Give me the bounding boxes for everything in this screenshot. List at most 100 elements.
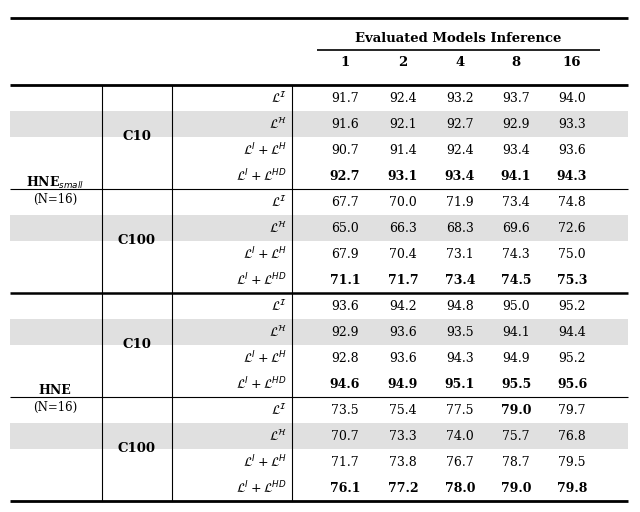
Text: 93.4: 93.4 (445, 169, 475, 182)
Text: 2: 2 (398, 56, 408, 70)
Text: 95.0: 95.0 (502, 300, 530, 312)
Text: 16: 16 (563, 56, 581, 70)
Text: 94.9: 94.9 (388, 377, 418, 391)
Text: 92.4: 92.4 (389, 92, 417, 104)
Text: 95.1: 95.1 (445, 377, 475, 391)
Text: 4: 4 (456, 56, 465, 70)
Text: 94.4: 94.4 (558, 326, 586, 338)
Text: HNE$_{small}$: HNE$_{small}$ (26, 175, 84, 191)
Text: 77.5: 77.5 (446, 403, 474, 416)
Text: 79.0: 79.0 (500, 481, 531, 495)
Text: 93.6: 93.6 (389, 326, 417, 338)
Bar (10, 319, 628, 345)
Text: 74.5: 74.5 (500, 273, 531, 287)
Text: 71.1: 71.1 (330, 273, 360, 287)
Text: 94.1: 94.1 (502, 326, 530, 338)
Text: 93.6: 93.6 (389, 352, 417, 365)
Bar (10, 423, 628, 449)
Text: 95.6: 95.6 (557, 377, 587, 391)
Text: $\mathcal{L}^{I} + \mathcal{L}^{HD}$: $\mathcal{L}^{I} + \mathcal{L}^{HD}$ (236, 272, 287, 288)
Text: Evaluated Models Inference: Evaluated Models Inference (355, 32, 562, 45)
Text: 92.4: 92.4 (446, 143, 474, 157)
Text: (N=16): (N=16) (33, 193, 77, 205)
Text: 77.2: 77.2 (388, 481, 419, 495)
Text: $\mathcal{L}^{I} + \mathcal{L}^{H}$: $\mathcal{L}^{I} + \mathcal{L}^{H}$ (243, 246, 287, 262)
Text: 73.3: 73.3 (389, 430, 417, 442)
Text: 93.4: 93.4 (502, 143, 530, 157)
Text: 91.4: 91.4 (389, 143, 417, 157)
Text: 74.8: 74.8 (558, 196, 586, 208)
Text: 78.0: 78.0 (445, 481, 476, 495)
Text: $\mathcal{L}^{I} + \mathcal{L}^{HD}$: $\mathcal{L}^{I} + \mathcal{L}^{HD}$ (236, 376, 287, 392)
Text: 79.0: 79.0 (500, 403, 531, 416)
Text: 71.7: 71.7 (331, 456, 359, 468)
Text: 94.9: 94.9 (502, 352, 530, 365)
Text: $\mathcal{L}^{\mathcal{H}}$: $\mathcal{L}^{\mathcal{H}}$ (269, 220, 287, 236)
Text: 78.7: 78.7 (502, 456, 530, 468)
Text: $\mathcal{L}^{\mathcal{H}}$: $\mathcal{L}^{\mathcal{H}}$ (269, 325, 287, 339)
Text: 92.7: 92.7 (446, 117, 474, 131)
Text: 8: 8 (511, 56, 520, 70)
Text: 93.6: 93.6 (558, 143, 586, 157)
Text: 76.1: 76.1 (330, 481, 360, 495)
Text: 1: 1 (340, 56, 349, 70)
Text: 65.0: 65.0 (331, 222, 359, 234)
Text: 95.5: 95.5 (501, 377, 531, 391)
Text: $\mathcal{L}^{I} + \mathcal{L}^{HD}$: $\mathcal{L}^{I} + \mathcal{L}^{HD}$ (236, 168, 287, 184)
Text: 79.8: 79.8 (557, 481, 587, 495)
Text: $\mathcal{L}^{I} + \mathcal{L}^{H}$: $\mathcal{L}^{I} + \mathcal{L}^{H}$ (243, 454, 287, 471)
Text: 92.9: 92.9 (332, 326, 359, 338)
Text: C100: C100 (118, 234, 156, 247)
Text: 94.3: 94.3 (557, 169, 587, 182)
Bar (10, 215, 628, 241)
Text: $\mathcal{L}^{\mathcal{I}}$: $\mathcal{L}^{\mathcal{I}}$ (271, 195, 287, 209)
Text: 91.6: 91.6 (331, 117, 359, 131)
Text: 69.6: 69.6 (502, 222, 530, 234)
Text: 94.0: 94.0 (558, 92, 586, 104)
Text: 73.5: 73.5 (331, 403, 359, 416)
Text: 93.5: 93.5 (446, 326, 474, 338)
Text: $\mathcal{L}^{\mathcal{H}}$: $\mathcal{L}^{\mathcal{H}}$ (269, 429, 287, 443)
Text: 92.9: 92.9 (502, 117, 530, 131)
Text: $\mathcal{L}^{\mathcal{H}}$: $\mathcal{L}^{\mathcal{H}}$ (269, 116, 287, 132)
Text: 76.8: 76.8 (558, 430, 586, 442)
Text: 73.8: 73.8 (389, 456, 417, 468)
Text: 67.9: 67.9 (331, 247, 359, 261)
Text: C100: C100 (118, 442, 156, 456)
Text: 75.7: 75.7 (502, 430, 530, 442)
Text: 75.3: 75.3 (557, 273, 587, 287)
Text: 75.0: 75.0 (558, 247, 586, 261)
Text: 94.8: 94.8 (446, 300, 474, 312)
Text: (N=16): (N=16) (33, 400, 77, 414)
Text: 94.1: 94.1 (500, 169, 531, 182)
Text: 92.7: 92.7 (330, 169, 360, 182)
Text: 95.2: 95.2 (558, 300, 586, 312)
Text: 93.7: 93.7 (502, 92, 530, 104)
Text: 70.0: 70.0 (389, 196, 417, 208)
Text: 93.2: 93.2 (446, 92, 474, 104)
Text: 73.1: 73.1 (446, 247, 474, 261)
Text: 67.7: 67.7 (331, 196, 359, 208)
Text: 79.7: 79.7 (558, 403, 586, 416)
Text: $\mathcal{L}^{\mathcal{I}}$: $\mathcal{L}^{\mathcal{I}}$ (271, 298, 287, 313)
Text: C10: C10 (123, 338, 152, 352)
Text: 92.1: 92.1 (389, 117, 417, 131)
Text: 70.4: 70.4 (389, 247, 417, 261)
Text: $\mathcal{L}^{I} + \mathcal{L}^{HD}$: $\mathcal{L}^{I} + \mathcal{L}^{HD}$ (236, 480, 287, 496)
Text: HNE: HNE (38, 385, 72, 397)
Text: 74.3: 74.3 (502, 247, 530, 261)
Text: 94.3: 94.3 (446, 352, 474, 365)
Text: 92.8: 92.8 (331, 352, 359, 365)
Text: 74.0: 74.0 (446, 430, 474, 442)
Text: C10: C10 (123, 131, 152, 143)
Text: $\mathcal{L}^{\mathcal{I}}$: $\mathcal{L}^{\mathcal{I}}$ (271, 91, 287, 105)
Bar (10, 111, 628, 137)
Text: 79.5: 79.5 (558, 456, 586, 468)
Text: 95.2: 95.2 (558, 352, 586, 365)
Text: 94.2: 94.2 (389, 300, 417, 312)
Text: 68.3: 68.3 (446, 222, 474, 234)
Text: 75.4: 75.4 (389, 403, 417, 416)
Text: $\mathcal{L}^{I} + \mathcal{L}^{H}$: $\mathcal{L}^{I} + \mathcal{L}^{H}$ (243, 350, 287, 366)
Text: 73.4: 73.4 (445, 273, 476, 287)
Text: 71.7: 71.7 (388, 273, 419, 287)
